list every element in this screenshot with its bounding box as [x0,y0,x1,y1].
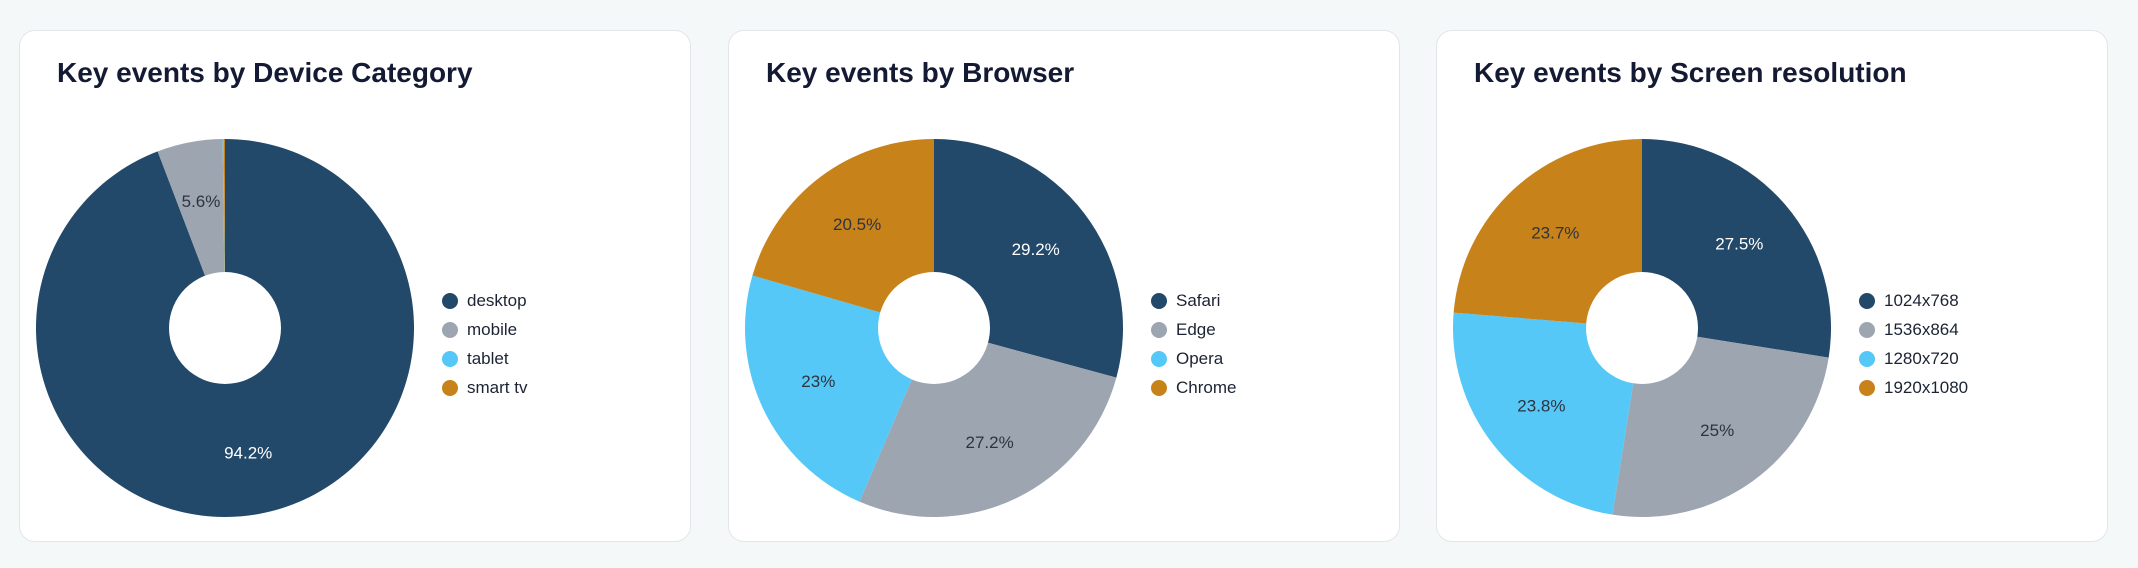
legend-label: Edge [1176,319,1216,339]
chart-title: Key events by Screen resolution [1474,57,1907,88]
legend-item-tablet[interactable]: tablet [442,344,527,373]
legend-item-1280x720[interactable]: 1280x720 [1859,344,1968,373]
chart-title: Key events by Browser [766,57,1075,88]
legend-item-mobile[interactable]: mobile [442,315,527,344]
legend-item-chrome[interactable]: Chrome [1151,373,1236,402]
browser-card: Key events by Browser 29.2% 27.2% 23% 20.5%… [728,30,1400,542]
legend-item-1920x1080[interactable]: 1920x1080 [1859,373,1968,402]
legend-dot [1151,350,1167,367]
legend-label: Opera [1176,348,1224,368]
browser-legend: Safari Edge Opera Chrome [1151,286,1236,402]
slice-label-safari: 29.2% [1012,240,1060,259]
donut-hole [878,272,990,384]
slice-label-1280x720: 23.8% [1517,397,1565,416]
device-category-legend: desktop mobile tablet smart tv [442,286,527,402]
legend-label: smart tv [467,377,528,397]
device-category-donut: 94.2% 5.6% [35,138,414,517]
slice-label-1024x768: 27.5% [1715,234,1763,253]
legend-item-1536x864[interactable]: 1536x864 [1859,315,1968,344]
legend-dot [1151,292,1167,309]
legend-item-1024x768[interactable]: 1024x768 [1859,286,1968,315]
legend-label: mobile [467,319,518,339]
legend-item-safari[interactable]: Safari [1151,286,1236,315]
slice-label-1920x1080: 23.7% [1531,223,1579,242]
legend-dot [1151,379,1167,396]
slice-1920x1080[interactable] [1453,139,1642,328]
screen-resolution-donut: 27.5% 25% 23.8% 23.7% [1453,139,1831,517]
slice-label-1536x864: 25% [1700,421,1734,440]
legend-dot [442,321,458,338]
legend-dot [1859,379,1875,396]
screen-resolution-legend: 1024x768 1536x864 1280x720 1920x1080 [1859,286,1968,402]
legend-item-desktop[interactable]: desktop [442,286,527,315]
donut-hole [169,272,281,384]
slice-label-opera: 23% [801,372,835,391]
legend-label: desktop [467,290,527,310]
donut-hole [1586,272,1698,384]
legend-dot [1151,321,1167,338]
legend-dot [442,379,458,396]
slice-chrome[interactable] [752,139,934,328]
legend-label: tablet [467,348,509,368]
legend-label: 1920x1080 [1884,377,1969,397]
legend-item-edge[interactable]: Edge [1151,315,1236,344]
legend-item-opera[interactable]: Opera [1151,344,1236,373]
legend-dot [442,292,458,309]
slice-label-mobile: 5.6% [182,192,221,211]
legend-dot [442,350,458,367]
slice-label-edge: 27.2% [965,433,1013,452]
legend-dot [1859,321,1875,338]
slice-1280x720[interactable] [1453,312,1642,515]
legend-label: 1280x720 [1884,348,1959,368]
legend-item-smart-tv[interactable]: smart tv [442,373,527,402]
slice-label-desktop: 94.2% [224,443,272,462]
slice-label-chrome: 20.5% [833,215,881,234]
browser-donut: 29.2% 27.2% 23% 20.5% [745,139,1124,518]
screen-resolution-card: Key events by Screen resolution 27.5% 25%… [1436,30,2108,542]
chart-title: Key events by Device Category [57,57,473,88]
legend-dot [1859,292,1875,309]
legend-label: 1536x864 [1884,319,1959,339]
legend-label: Safari [1176,290,1221,310]
legend-label: 1024x768 [1884,290,1959,310]
device-category-card: Key events by Device Category 94.2% 5.6% … [19,30,691,542]
legend-label: Chrome [1176,377,1237,397]
legend-dot [1859,350,1875,367]
